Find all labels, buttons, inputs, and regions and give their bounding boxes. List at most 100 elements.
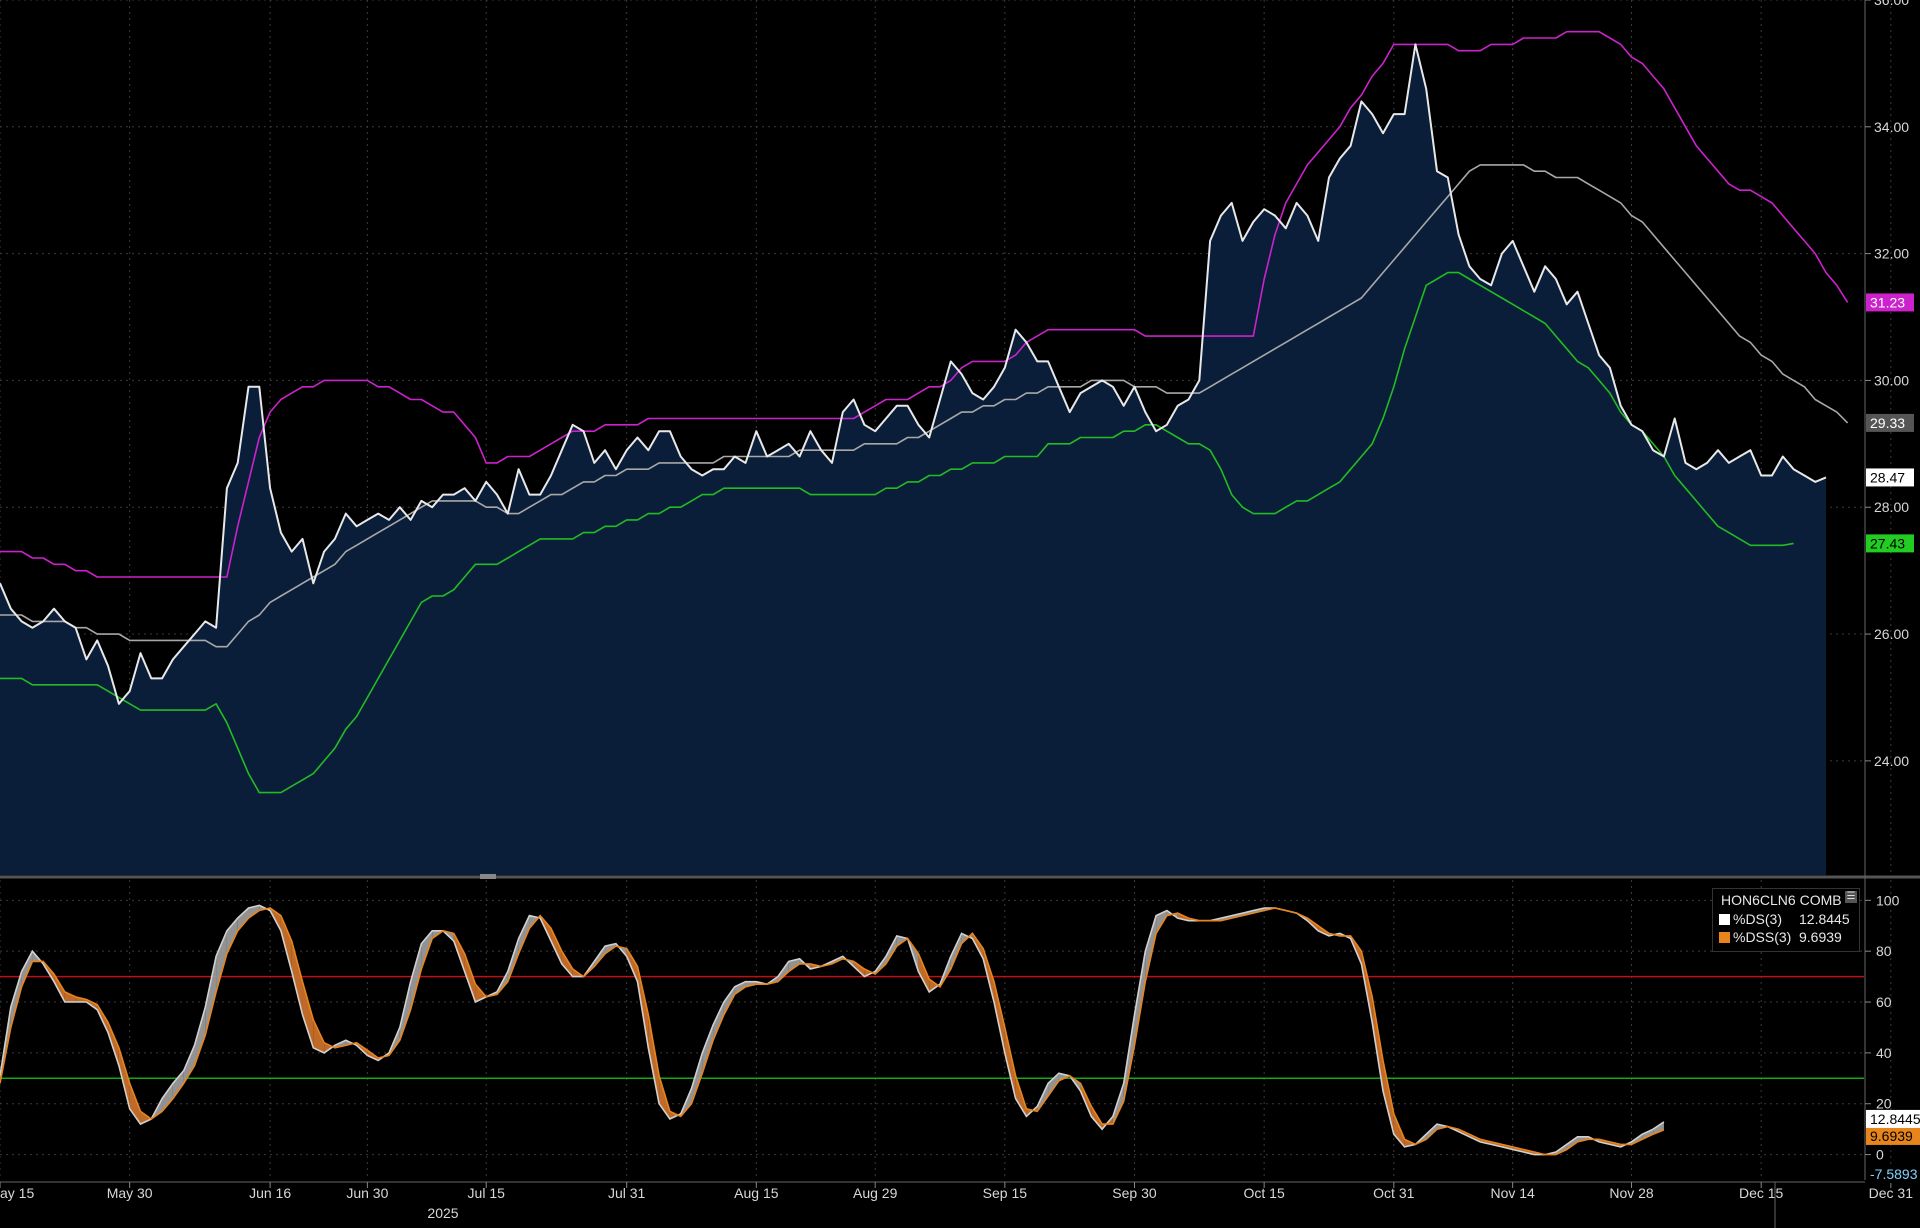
price-last-value-tag-bg <box>1866 413 1914 432</box>
oscillator-ribbon-segment <box>648 1014 660 1104</box>
oscillator-ribbon-segment <box>1566 1136 1578 1150</box>
oscillator-ribbon-segment <box>961 933 973 944</box>
panel-resize-handle <box>480 874 496 879</box>
upper-band-line <box>0 30 1849 578</box>
price-last-value-tag: 27.43 <box>1870 535 1905 551</box>
oscillator-lines <box>0 904 1864 1156</box>
oscillator-ribbon-segment <box>994 981 1005 1053</box>
dss-line <box>0 907 1665 1156</box>
price-area-fill <box>0 44 1826 875</box>
oscillator-y-tick-label: 80 <box>1876 943 1892 959</box>
oscillator-ribbon-segment <box>691 1052 703 1104</box>
x-tick-label: Jun 30 <box>346 1185 388 1201</box>
oscillator-ribbon-segment <box>64 991 76 1003</box>
x-tick-label: ay 15 <box>0 1185 34 1201</box>
oscillator-legend: HON6CLN6 COMB ☰ %DS(3) 12.8445 %DSS(3) 9… <box>1712 888 1860 952</box>
oscillator-ribbon-segment <box>929 979 941 992</box>
price-y-tick-label: 26.00 <box>1874 626 1909 642</box>
oscillator-ribbon-segment <box>723 986 735 1015</box>
ds-line <box>0 904 1665 1156</box>
legend-item-value: 9.6939 <box>1799 929 1842 945</box>
x-tick-label: Nov 28 <box>1609 1185 1654 1201</box>
price-y-tick-label: 32.00 <box>1874 246 1909 262</box>
oscillator-ribbon-segment <box>1426 1124 1438 1140</box>
oscillator-ribbon-segment <box>172 1070 184 1099</box>
oscillator-ribbon-segment <box>702 1024 714 1074</box>
oscillator-ribbon-segment <box>1653 1121 1664 1135</box>
oscillator-ribbon-segment <box>129 1083 141 1125</box>
legend-title: HON6CLN6 COMB <box>1721 892 1842 908</box>
oscillator-ribbon-segment <box>10 971 22 1028</box>
legend-item-name: %DS(3) <box>1733 911 1783 927</box>
oscillator-ribbon-segment <box>1372 996 1384 1092</box>
oscillator-grid <box>0 880 1892 1180</box>
oscillator-ribbon-segment <box>1134 951 1146 1046</box>
x-tick-label: Aug 29 <box>853 1185 898 1201</box>
oscillator-ribbon-segment <box>853 961 865 977</box>
oscillator-ribbon-segment <box>302 981 314 1048</box>
price-area <box>0 44 1826 875</box>
oscillator-ribbon-segment <box>918 953 930 992</box>
price-last-value-tag-bg <box>1866 468 1914 487</box>
oscillator-ribbon-segment <box>950 933 962 969</box>
oscillator-ribbon-segment <box>1048 1073 1059 1097</box>
price-y-tick-label: 34.00 <box>1874 119 1909 135</box>
oscillator-ribbon-segment <box>54 974 65 1003</box>
price-last-value-tag-bg <box>1866 293 1914 312</box>
x-tick-label: Jul 31 <box>608 1185 646 1201</box>
oscillator-ribbon-segment <box>713 1002 724 1041</box>
oscillator-ribbon-segment <box>1383 1060 1394 1135</box>
oscillator-y-tick-label: 60 <box>1876 994 1892 1010</box>
legend-item-name: %DSS(3) <box>1733 929 1792 945</box>
legend-item-dss: %DSS(3) 9.6939 <box>1719 929 1842 945</box>
x-tick-label: Jun 16 <box>249 1185 291 1201</box>
oscillator-last-value-tag: 12.8445 <box>1870 1111 1920 1127</box>
price-last-value-tag: 31.23 <box>1870 294 1905 310</box>
oscillator-ribbon-segment <box>21 951 33 987</box>
oscillator-ribbon-segment <box>291 941 303 1015</box>
x-tick-label: Oct 31 <box>1373 1185 1414 1201</box>
price-y-tick-label: 24.00 <box>1874 753 1909 769</box>
oscillator-ribbon-segment <box>237 907 249 931</box>
oscillator-ribbon-segment <box>1004 1027 1016 1099</box>
legend-swatch-dss <box>1719 931 1730 943</box>
oscillator-ribbon-segment <box>885 935 897 964</box>
legend-swatch-ds <box>1719 913 1730 925</box>
price-line <box>0 43 1827 705</box>
price-last-value-tag: 28.47 <box>1870 469 1905 485</box>
oscillator-ribbon-segment <box>216 930 227 992</box>
x-tick-label: May 30 <box>107 1185 153 1201</box>
oscillator-ribbon-segment <box>183 1045 195 1084</box>
moving-average-line <box>0 164 1849 648</box>
oscillator-last-value-tag: -7.5893 <box>1870 1166 1918 1182</box>
oscillator-ribbon-segment <box>518 915 530 954</box>
x-tick-label: Dec 15 <box>1739 1185 1784 1201</box>
oscillator-y-tick-label: 0 <box>1876 1147 1884 1163</box>
oscillator-ribbon-segment <box>140 1111 152 1125</box>
oscillator-ribbon-segment <box>248 905 260 919</box>
oscillator-ribbon-segment <box>410 943 422 1010</box>
oscillator-ribbon-segment <box>226 918 238 954</box>
oscillator-ribbon-segment <box>118 1047 130 1109</box>
oscillator-y-tick-label: 20 <box>1876 1096 1892 1112</box>
oscillator-ribbon-segment <box>464 953 476 1003</box>
oscillator-ribbon-segment <box>788 958 800 972</box>
price-lines <box>0 30 1849 794</box>
oscillator-ribbon-segment <box>507 938 519 982</box>
oscillator-last-value-tag-bg <box>1866 1126 1920 1145</box>
oscillator-ribbon-segment <box>561 951 573 977</box>
lower-band-line <box>0 271 1794 794</box>
oscillator-last-value-tag-bg <box>1866 1165 1920 1183</box>
oscillator-ribbon-segment <box>205 956 217 1036</box>
x-tick-label: Nov 14 <box>1490 1185 1535 1201</box>
price-y-tick-label: 30.00 <box>1874 372 1909 388</box>
legend-item-value: 12.8445 <box>1799 911 1850 927</box>
price-last-value-tag: 29.33 <box>1870 415 1905 431</box>
legend-toggle-button[interactable]: ☰ <box>1845 891 1857 903</box>
legend-item-ds: %DS(3) 12.8445 <box>1719 911 1850 927</box>
oscillator-ribbon-segment <box>280 915 292 972</box>
price-y-tick-label: 36.00 <box>1874 0 1909 8</box>
